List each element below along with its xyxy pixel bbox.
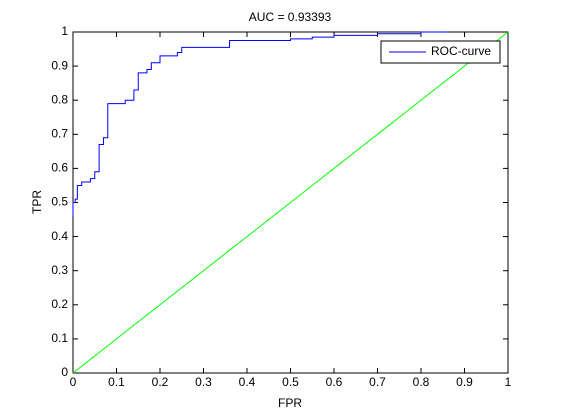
x-tick-label: 0	[70, 375, 77, 389]
reference-line	[72, 31, 509, 374]
y-tick-label: 0.8	[51, 92, 68, 106]
y-tick-label: 0.5	[51, 195, 68, 209]
x-tick-label: 0.4	[239, 375, 256, 389]
legend-label: ROC-curve	[431, 44, 491, 58]
x-tick-label: 0.5	[282, 375, 299, 389]
x-tick-label: 0.2	[152, 375, 169, 389]
x-tick-label: 0.3	[195, 375, 212, 389]
y-tick-label: 1	[61, 24, 68, 38]
x-tick-label: 0.6	[326, 375, 343, 389]
x-tick-label: 0.7	[369, 375, 386, 389]
y-tick-label: 0.9	[51, 58, 68, 72]
x-tick-label: 0.8	[413, 375, 430, 389]
y-tick-label: 0	[61, 365, 68, 379]
x-axis-label: FPR	[278, 396, 302, 410]
roc-curve	[72, 31, 448, 217]
legend-box	[380, 40, 501, 64]
y-axis-label: TPR	[30, 190, 44, 214]
y-tick-label: 0.4	[51, 229, 68, 243]
chart-title: AUC = 0.93393	[249, 10, 332, 24]
y-tick-label: 0.1	[51, 331, 68, 345]
x-tick-label: 0.1	[108, 375, 125, 389]
x-tick-label: 1	[505, 375, 512, 389]
y-tick-label: 0.2	[51, 297, 68, 311]
y-tick-label: 0.3	[51, 263, 68, 277]
x-tick-label: 0.9	[456, 375, 473, 389]
y-tick-label: 0.6	[51, 161, 68, 175]
y-tick-label: 0.7	[51, 126, 68, 140]
